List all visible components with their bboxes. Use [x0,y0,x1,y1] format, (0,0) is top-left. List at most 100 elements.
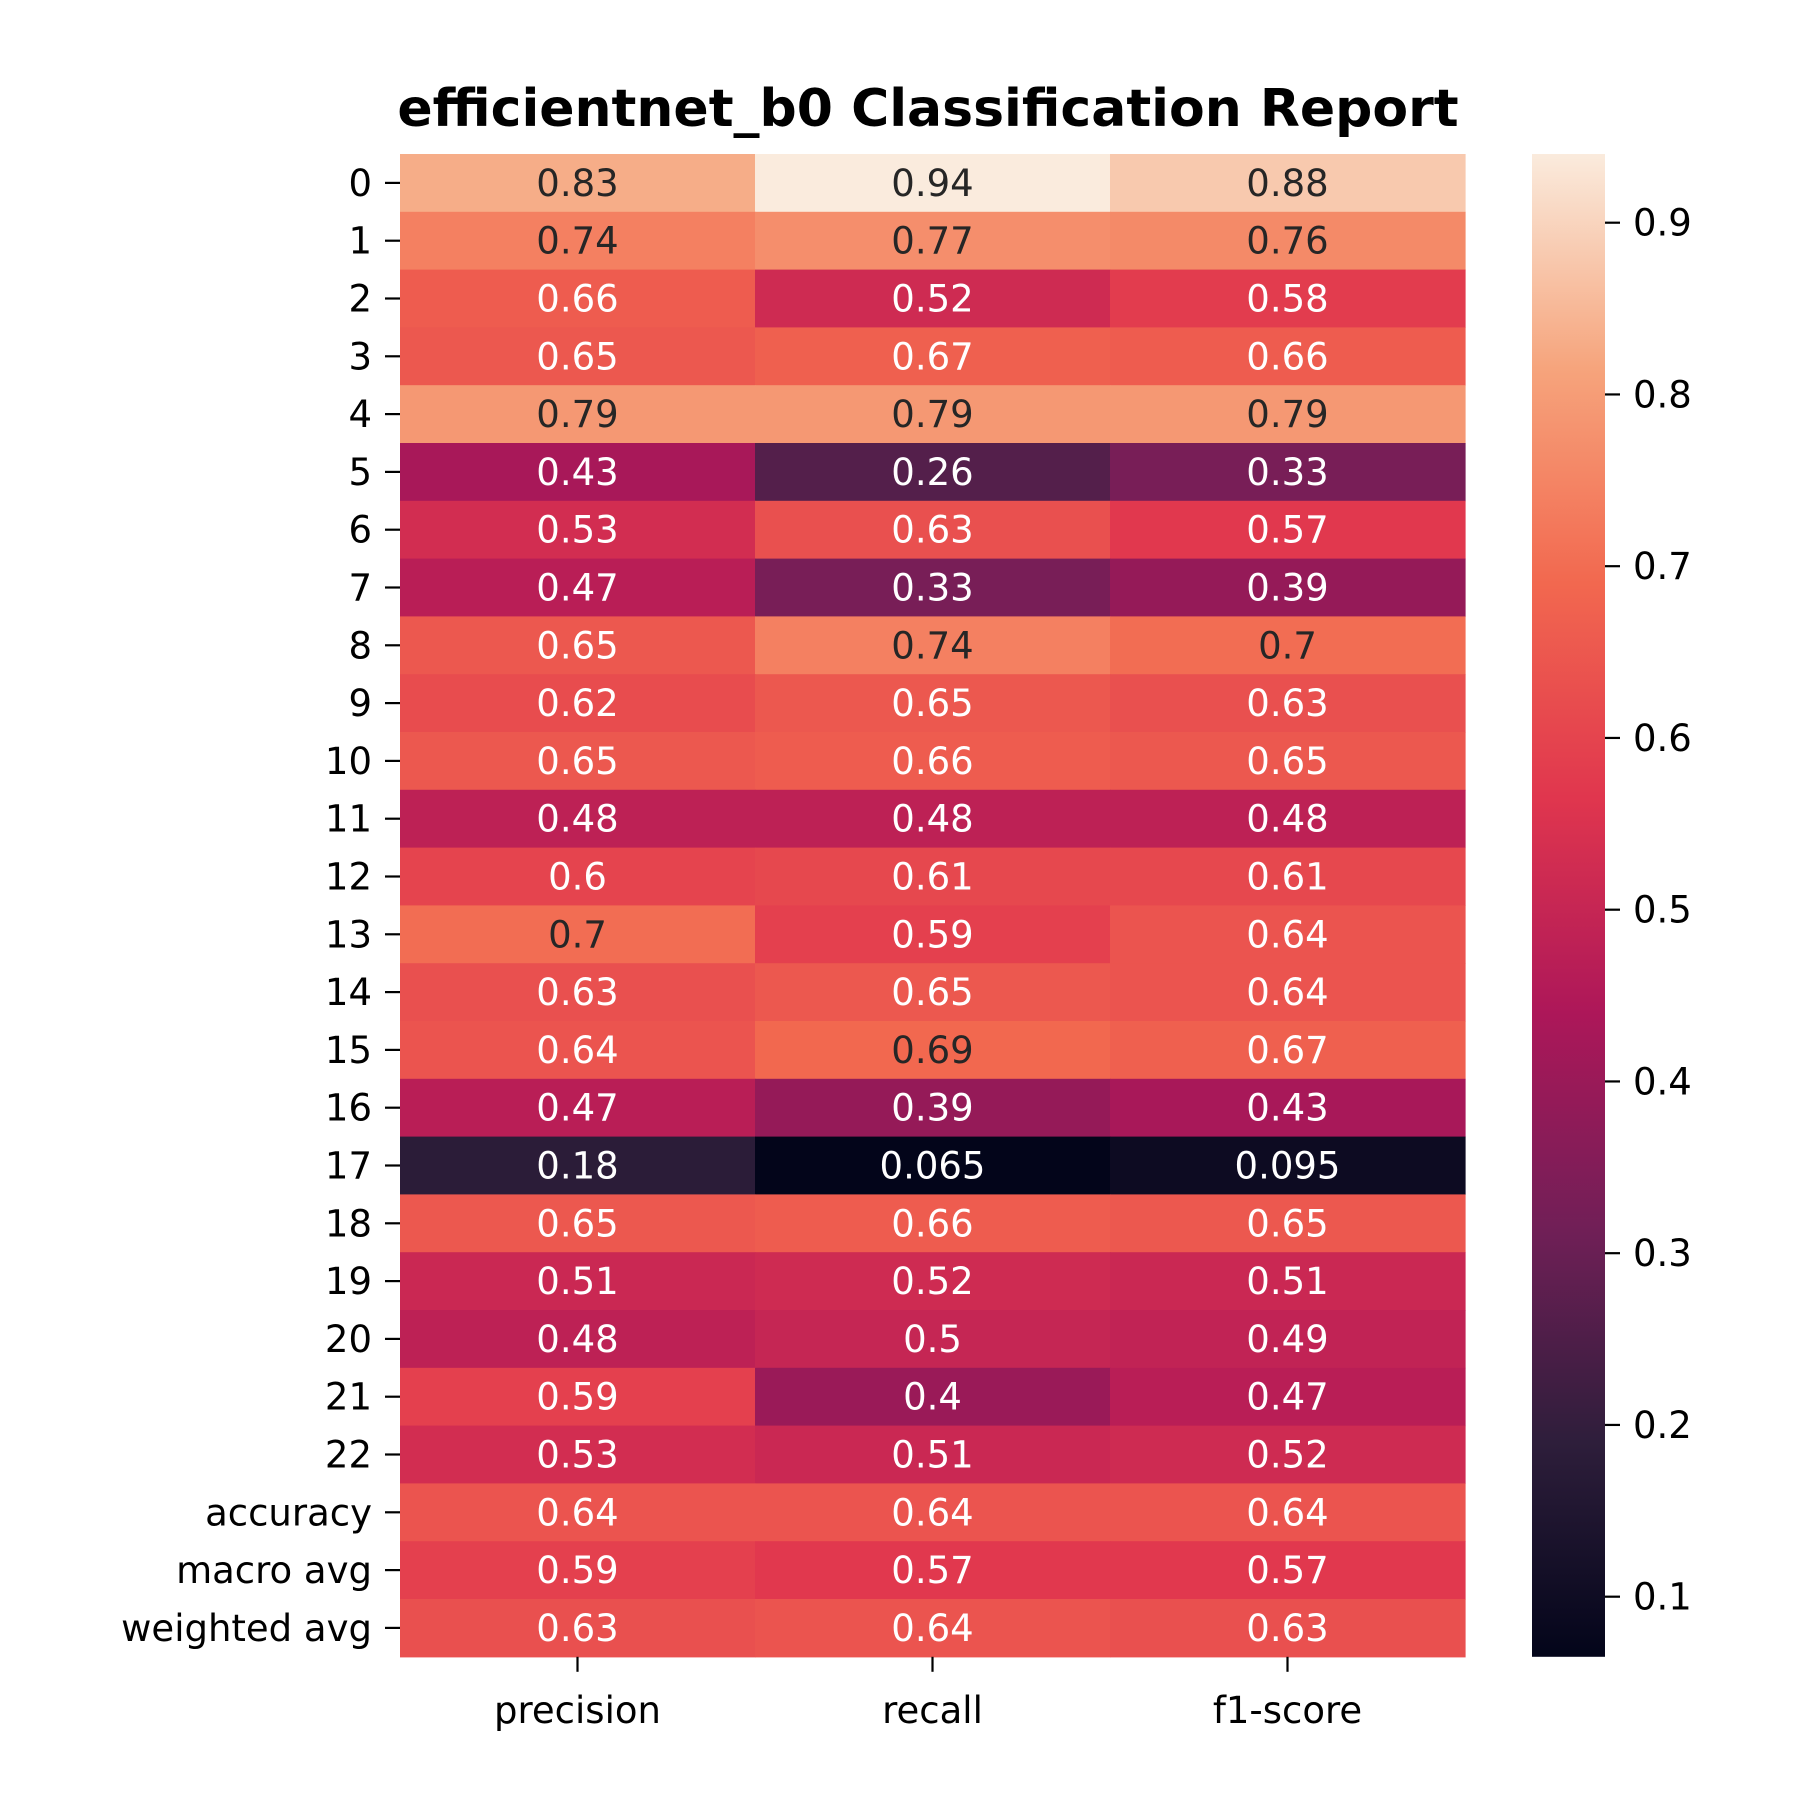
cell-value-label: 0.57 [891,1549,973,1592]
row-tick-labels: 012345678910111213141516171819202122accu… [121,162,400,1650]
row-tick-label: 21 [325,1376,372,1419]
cell-value-label: 0.64 [536,1029,618,1072]
cell-value-label: 0.43 [536,451,618,494]
colorbar-tick-label: 0.2 [1633,1404,1692,1447]
heatmap-cell [400,1252,756,1311]
cell-value-label: 0.59 [536,1376,618,1419]
cell-value-label: 0.66 [1246,335,1328,378]
cell-value-label: 0.63 [536,1607,618,1650]
row-tick-label: 4 [348,393,372,436]
heatmap-cell [400,1021,756,1080]
heatmap-cell [400,847,756,906]
cell-value-label: 0.63 [1246,682,1328,725]
colorbar-tick-label: 0.1 [1633,1576,1692,1619]
cell-value-label: 0.51 [891,1434,973,1477]
row-tick-label: 2 [348,278,372,321]
heatmap-cell [1110,732,1466,791]
cell-value-label: 0.59 [891,913,973,956]
cell-value-label: 0.52 [891,1260,973,1303]
cell-value-label: 0.6 [548,856,607,899]
heatmap-cell [755,500,1111,560]
chart-title: efficientnet_b0 Classification Report [397,79,1458,139]
row-tick-label: 20 [325,1318,372,1361]
row-tick-label: 10 [325,740,372,783]
heatmap-cell [1110,616,1466,675]
cell-value-label: 0.52 [891,278,973,321]
cell-value-label: 0.65 [891,682,973,725]
heatmap-cell [1110,500,1466,560]
heatmap-cell [400,1367,756,1427]
heatmap-cell [755,1367,1111,1427]
heatmap-cell [1110,789,1466,849]
cell-value-label: 0.59 [536,1549,618,1592]
cell-value-label: 0.57 [1246,509,1328,552]
heatmap-cell [1110,327,1466,386]
column-tick-label: f1-score [1213,1689,1362,1732]
cell-value-label: 0.61 [1246,856,1328,899]
cell-value-label: 0.53 [536,1434,618,1477]
heatmap-cell [400,963,756,1022]
heatmap-cell [400,1483,756,1542]
row-tick-label: weighted avg [121,1607,372,1650]
cell-value-label: 0.58 [1246,278,1328,321]
column-tick-label: recall [882,1689,983,1732]
heatmap-cell [755,789,1111,849]
heatmap-cell [400,385,756,444]
heatmap-cell [755,1541,1111,1600]
cell-value-label: 0.66 [891,740,973,783]
cell-value-label: 0.63 [891,509,973,552]
heatmap-cell [1110,1252,1466,1311]
row-tick-label: 1 [348,220,372,263]
row-tick-label: 12 [325,856,372,899]
colorbar-tick-label: 0.3 [1633,1232,1692,1275]
cell-value-label: 0.94 [891,162,973,205]
cell-value-label: 0.51 [1246,1260,1328,1303]
heatmap-cell [1110,154,1466,213]
cell-value-label: 0.79 [1246,393,1328,436]
cell-value-label: 0.66 [891,1202,973,1245]
heatmap-cell [1110,1021,1466,1080]
cell-value-label: 0.88 [1246,162,1328,205]
heatmap-cell [755,1078,1111,1138]
cell-value-label: 0.65 [891,971,973,1014]
heatmap-cell [1110,385,1466,444]
row-tick-label: 22 [325,1434,372,1477]
cell-value-label: 0.64 [1246,913,1328,956]
row-tick-label: 16 [325,1087,372,1130]
cell-value-label: 0.18 [536,1145,618,1188]
cell-value-label: 0.64 [891,1607,973,1650]
cell-value-label: 0.47 [1246,1376,1328,1419]
row-tick-label: 18 [325,1202,372,1245]
colorbar-tick-label: 0.5 [1633,889,1692,932]
heatmap-cell [755,674,1111,733]
heatmap-cell [400,443,756,502]
heatmap-cell [755,1136,1111,1195]
cell-value-label: 0.43 [1246,1087,1328,1130]
column-tick-labels: precision recall f1-score [494,1656,1362,1732]
cell-value-label: 0.69 [891,1029,973,1072]
cell-value-label: 0.47 [536,1087,618,1130]
heatmap-cell [400,500,756,560]
heatmap-cell [400,558,756,617]
heatmap-cell [1110,847,1466,906]
heatmap-cell [1110,211,1466,271]
heatmap-cell [1110,1367,1466,1427]
row-tick-label: 5 [348,451,372,494]
heatmap-cell [400,1541,756,1600]
heatmap-cell [755,327,1111,386]
cell-value-label: 0.64 [1246,971,1328,1014]
heatmap-cell [755,1599,1111,1658]
heatmap-cell [755,269,1111,328]
heatmap-cell [755,1310,1111,1369]
cell-value-label: 0.33 [1246,451,1328,494]
heatmap-cell [755,558,1111,617]
row-tick-label: 17 [325,1145,372,1188]
heatmap-cell [400,154,756,213]
row-tick-label: 8 [348,624,372,667]
cell-value-label: 0.65 [1246,1202,1328,1245]
heatmap-cell [400,211,756,271]
colorbar-gradient [1532,154,1605,1657]
heatmap-cell [400,789,756,849]
heatmap-cell [400,327,756,386]
